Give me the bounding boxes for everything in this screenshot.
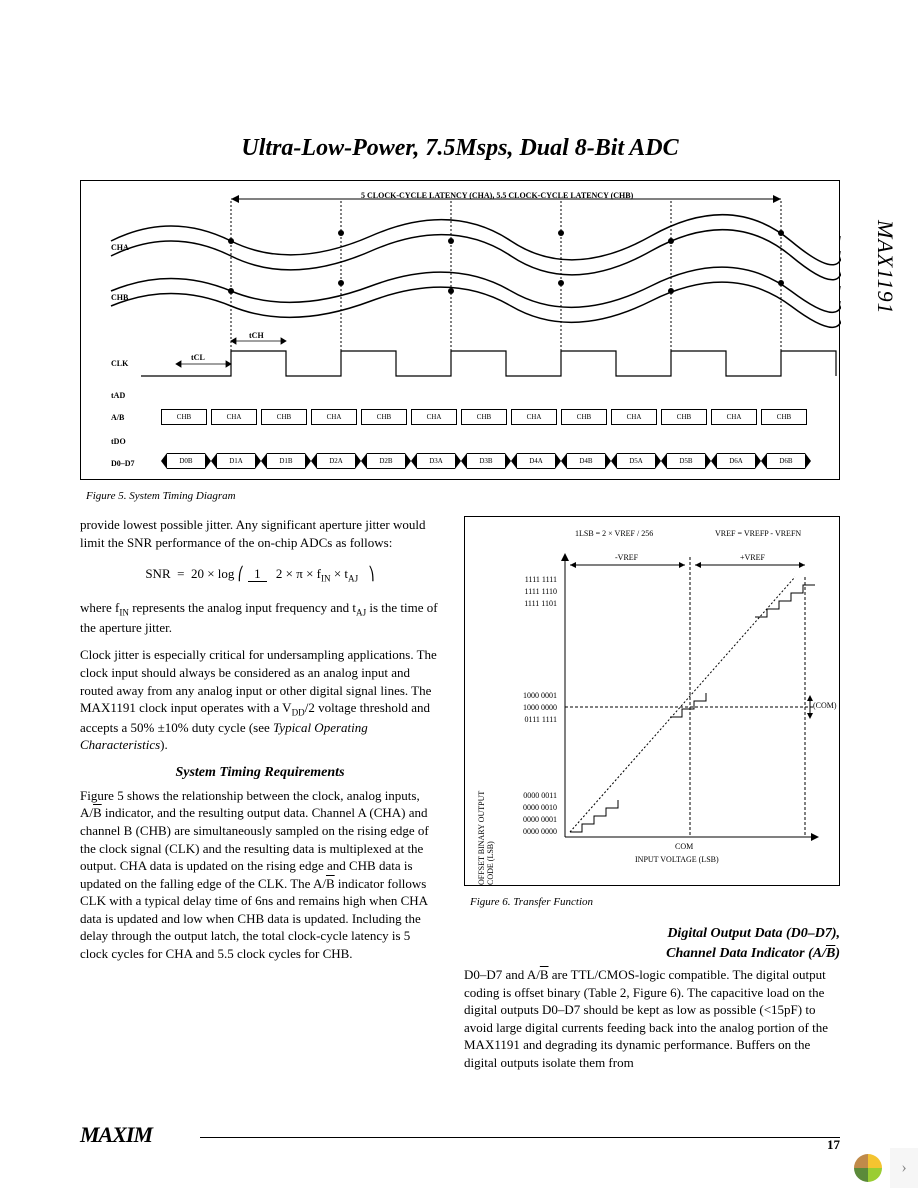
tf-ytick: 1111 1101 [524,599,557,608]
ab-row-label: A/B [111,413,124,422]
next-page-button[interactable]: › [890,1148,918,1188]
ab-cell: CHA [611,409,657,425]
ab-cell: CHB [561,409,607,425]
right-column: 1LSB = 2 × VREF / 256 VREF = VREFP - VRE… [464,516,840,1081]
tf-ytick: 0000 0000 [523,827,557,836]
page-content: Ultra-Low-Power, 7.5Msps, Dual 8-Bit ADC [80,135,840,1081]
para-clockjitter: Clock jitter is especially critical for … [80,646,440,754]
lsb-formula: 1LSB = 2 × VREF / 256 [575,529,653,538]
para-timing: Figure 5 shows the relationship between … [80,787,440,962]
para-digital-output: D0–D7 and A/B are TTL/CMOS-logic compati… [464,966,840,1071]
data-row-label: D0–D7 [111,459,135,468]
data-cell: D3B [461,453,511,469]
formula-eq: = [177,566,184,581]
pos-vref: +VREF [740,553,765,562]
formula-den: 2 × π × fIN × tAJ [270,566,364,581]
data-cell: D0B [161,453,211,469]
data-cell: D5B [661,453,711,469]
data-cell: D6B [761,453,811,469]
formula-num: 1 [248,566,267,582]
pinwheel-icon [852,1152,884,1184]
ab-cell: CHB [661,409,707,425]
data-cell: D3A [411,453,461,469]
heading-digital-output-1: Digital Output Data (D0–D7), [464,926,840,942]
maxim-logo: MAXIM [80,1122,152,1148]
tf-ytick: 1000 0001 [523,691,557,700]
chb-label: CHB [111,293,128,302]
ab-cell: CHA [411,409,457,425]
tf-ylabel: OFFSET BINARY OUTPUT CODE (LSB) [477,777,495,885]
latency-label: 5 CLOCK-CYCLE LATENCY (CHA), 5.5 CLOCK-C… [361,191,633,200]
viewer-widget: › [852,1148,918,1188]
ab-cell: CHB [461,409,507,425]
tf-ytick: 1000 0000 [523,703,557,712]
ab-cell: CHB [361,409,407,425]
ab-cell: CHB [161,409,207,425]
data-cell: D4A [511,453,561,469]
ab-cell: CHA [711,409,757,425]
footer-rule [200,1137,840,1138]
tdo-label: tDO [111,437,126,446]
ab-cell: CHB [261,409,307,425]
neg-vref: -VREF [615,553,638,562]
figure-6-caption: Figure 6. Transfer Function [470,896,840,908]
data-cell: D1A [211,453,261,469]
page-number: 17 [827,1137,840,1153]
tf-ytick: 1111 1110 [524,587,557,596]
ab-cell: CHA [311,409,357,425]
vref-formula: VREF = VREFP - VREFN [715,529,801,538]
tf-ytick: 0111 1111 [524,715,557,724]
clk-label: CLK [111,359,128,368]
data-cell: D2B [361,453,411,469]
tf-ytick: 0000 0011 [523,791,557,800]
ab-cell: CHA [511,409,557,425]
data-cell: D2A [311,453,361,469]
page-title: Ultra-Low-Power, 7.5Msps, Dual 8-Bit ADC [80,135,840,162]
para-fin: where fIN represents the analog input fr… [80,599,440,636]
figure-5-caption: Figure 5. System Timing Diagram [86,490,840,502]
tf-xlabel: INPUT VOLTAGE (LSB) [635,855,719,864]
part-number-side: MAX1191 [872,220,898,315]
data-cell: D5A [611,453,661,469]
para-jitter: provide lowest possible jitter. Any sign… [80,516,440,551]
formula-coeff: 20 × log [191,566,234,581]
transfer-svg [465,517,841,887]
formula-lhs: SNR [145,566,170,581]
data-cell: D4B [561,453,611,469]
tf-ytick: 0000 0010 [523,803,557,812]
figure-6-transfer-function: 1LSB = 2 × VREF / 256 VREF = VREFP - VRE… [464,516,840,886]
tch-label: tCH [249,331,264,340]
snr-formula: SNR = 20 × log ⎛ 1 2 × π × fIN × tAJ ⎞ [80,565,440,585]
figure-5-timing-diagram: 5 CLOCK-CYCLE LATENCY (CHA), 5.5 CLOCK-C… [80,180,840,480]
cha-label: CHA [111,243,129,252]
com-right: (COM) [813,701,837,710]
tcl-label: tCL [191,353,205,362]
heading-digital-output-2: Channel Data Indicator (A/B) [464,946,840,962]
heading-system-timing: System Timing Requirements [80,764,440,783]
ab-cell: CHB [761,409,807,425]
ab-cell: CHA [211,409,257,425]
tf-ytick: 0000 0001 [523,815,557,824]
data-cell: D6A [711,453,761,469]
data-cell: D1B [261,453,311,469]
tf-xlabel-com: COM [675,842,693,851]
tf-ytick: 1111 1111 [525,575,557,584]
timing-svg [81,181,841,481]
left-column: provide lowest possible jitter. Any sign… [80,516,440,1081]
tad-label: tAD [111,391,125,400]
